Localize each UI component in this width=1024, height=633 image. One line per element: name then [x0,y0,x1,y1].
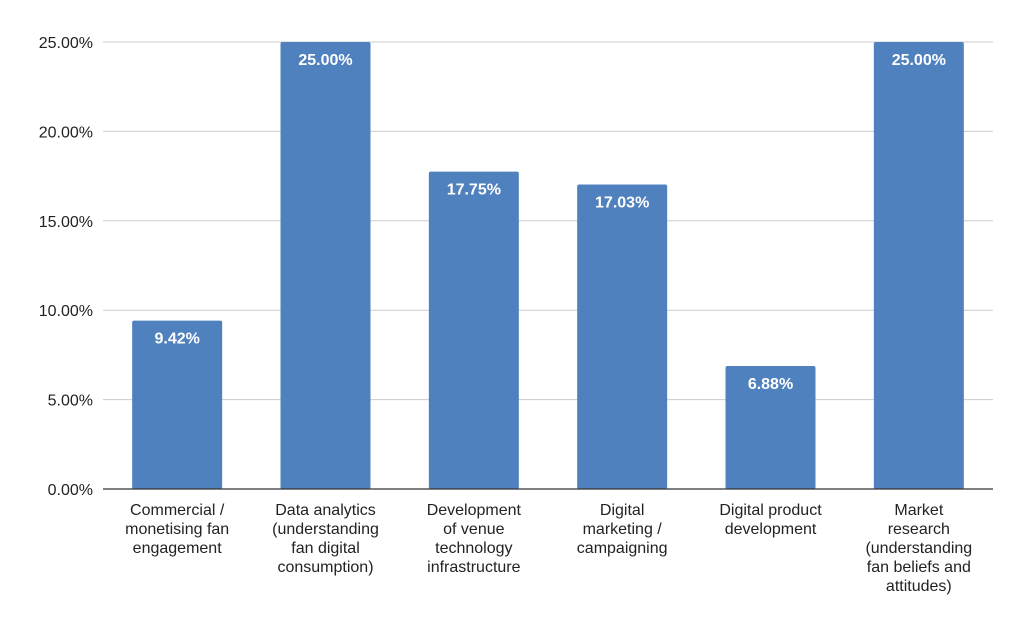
x-tick-label: Data analytics (understanding fan digital c… [272,502,379,576]
bar [577,184,668,489]
data-label: 25.00% [298,52,352,69]
x-tick-label: Digital marketing / campaigning [577,502,668,557]
bar [132,320,223,489]
bar [873,42,964,489]
y-tick-label: 0.00% [48,482,93,499]
data-labels: 9.42% 25.00% 17.75% 17.03% 6.88% 25.00% [154,52,945,393]
bars [132,42,964,489]
data-label: 17.03% [595,195,649,212]
x-tick-label: Commercial / monetising fan engagement [125,502,229,557]
y-tick-label: 25.00% [39,35,93,52]
y-tick-label: 15.00% [39,214,93,231]
data-label: 17.75% [447,182,501,199]
bar [725,365,816,489]
bar [428,171,519,489]
bar [280,42,371,489]
data-label: 9.42% [154,331,199,348]
data-label: 25.00% [892,52,946,69]
x-tick-label: Market research (understanding fan beliefs … [865,502,972,595]
gridlines [103,41,993,401]
data-label: 6.88% [748,376,793,393]
x-axis-category-labels: Commercial / monetising fan engagement Data… [125,502,972,595]
x-tick-label: Digital product development [719,502,822,538]
y-axis-tick-labels: 0.00% 5.00% 10.00% 15.00% 20.00% 25.00% [39,35,93,499]
y-tick-label: 5.00% [48,393,93,410]
y-tick-label: 10.00% [39,303,93,320]
y-tick-label: 20.00% [39,124,93,141]
x-tick-label: Development of venue technology infrastruct… [427,502,522,576]
